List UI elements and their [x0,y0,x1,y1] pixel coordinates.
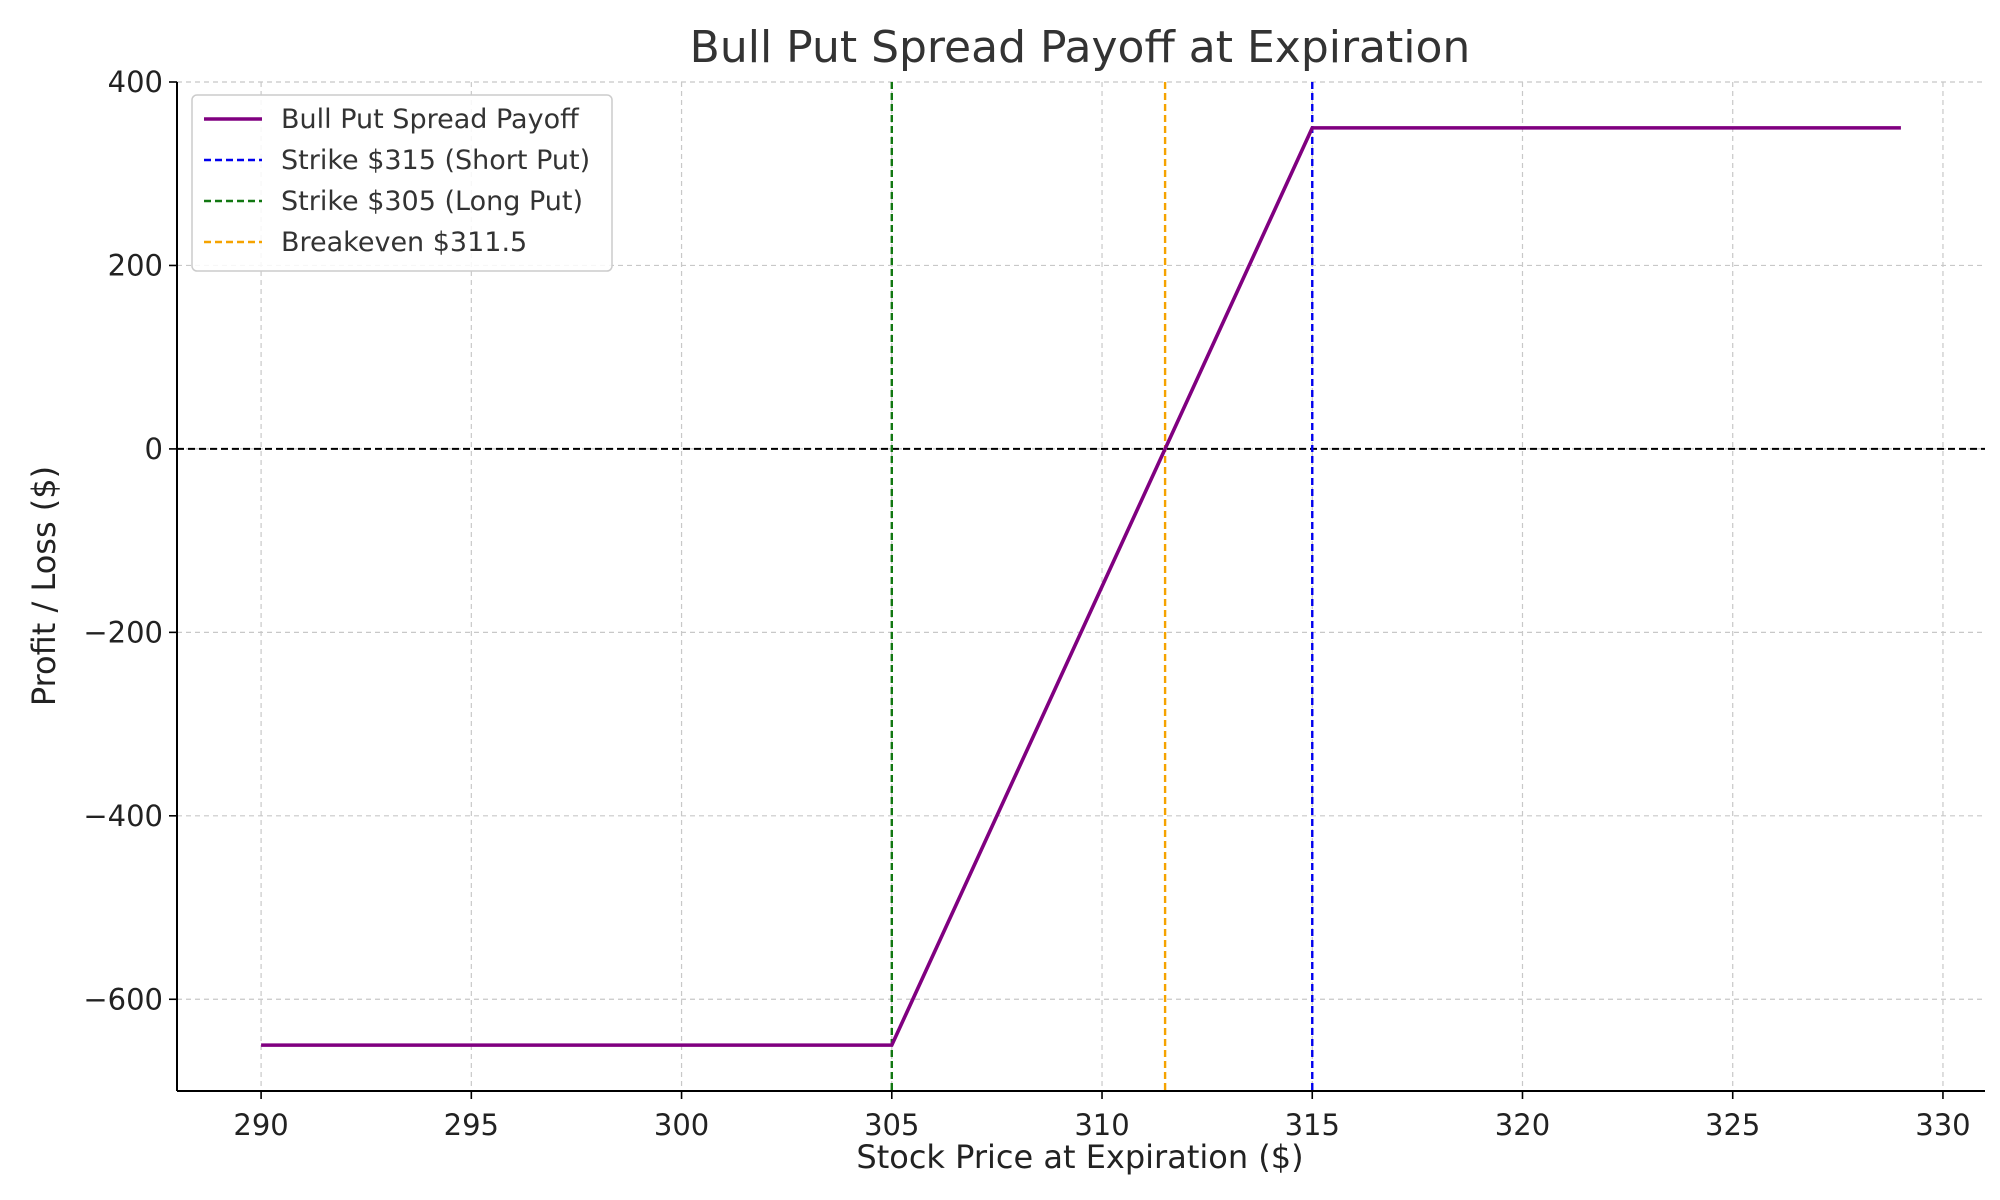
series-layer [261,126,1901,1047]
reference-lines-layer [177,82,1985,1091]
tick-labels-layer: 290 295 300 305 310 315 320 325 330 −600 −400 −200 0… [83,65,1970,1142]
x-tick-label-1: 295 [444,1108,499,1142]
series-line-0 [261,126,1901,1047]
y-tick-label-5: 400 [108,65,163,99]
legend-label-0: Bull Put Spread Payoff [281,104,580,135]
x-tick-label-6: 320 [1495,1108,1550,1142]
legend: Bull Put Spread Payoff Strike $315 (Short… [191,94,613,272]
x-tick-label-0: 290 [233,1108,288,1142]
y-axis-label: Profit / Loss ($) [25,466,63,706]
x-axis-label: Stock Price at Expiration ($) [856,1138,1303,1176]
y-tick-label-2: −200 [83,615,163,649]
legend-label-3: Breakeven $311.5 [281,227,527,258]
y-tick-label-0: −600 [83,982,163,1016]
x-tick-label-4: 310 [1074,1108,1129,1142]
legend-items: Bull Put Spread Payoff Strike $315 (Short… [204,104,590,258]
x-tick-label-5: 315 [1285,1108,1340,1142]
x-tick-label-2: 300 [654,1108,709,1142]
legend-label-1: Strike $315 (Short Put) [281,145,590,176]
x-tick-label-8: 330 [1915,1108,1970,1142]
y-tick-label-3: 0 [145,432,163,466]
x-tick-label-3: 305 [864,1108,919,1142]
x-tick-label-7: 325 [1705,1108,1760,1142]
chart-title: Bull Put Spread Payoff at Expiration [690,22,1471,73]
y-tick-label-4: 200 [108,248,163,282]
legend-label-2: Strike $305 (Long Put) [281,186,583,217]
y-tick-label-1: −400 [83,799,163,833]
legend-box [191,94,613,272]
axes-layer [169,81,1985,1099]
